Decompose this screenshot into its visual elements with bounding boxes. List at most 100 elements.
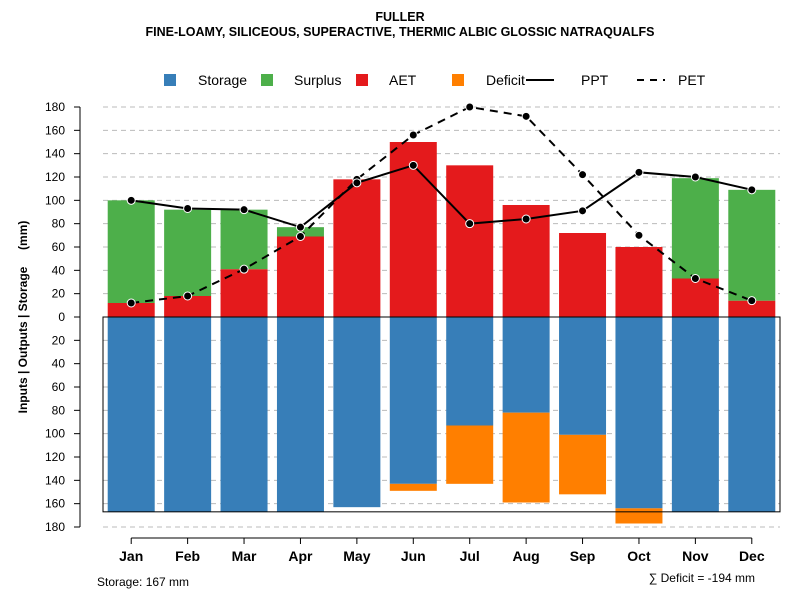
storage-bar-jun bbox=[389, 317, 437, 484]
surplus-bar-jan bbox=[107, 200, 155, 303]
pet-point-apr bbox=[295, 232, 305, 241]
legend-swatch-deficit bbox=[452, 74, 464, 86]
y-tick-label: 120 bbox=[45, 170, 65, 184]
storage-bar-oct bbox=[615, 317, 663, 509]
aet-bar-jul bbox=[446, 165, 494, 317]
storage-bar-dec bbox=[728, 317, 776, 512]
x-tick-label-dec: Dec bbox=[739, 548, 765, 564]
y-tick-label: 160 bbox=[45, 123, 65, 137]
aet-bar-nov bbox=[671, 278, 719, 317]
storage-bar-may bbox=[333, 317, 381, 508]
legend-label-aet: AET bbox=[389, 72, 417, 88]
y-tick-label: 40 bbox=[52, 263, 66, 277]
ppt-point-may bbox=[352, 178, 362, 188]
storage-bar-apr bbox=[276, 317, 324, 512]
ppt-point-jan bbox=[126, 195, 136, 205]
ppt-point-oct bbox=[634, 167, 644, 177]
storage-bar-jan bbox=[107, 317, 155, 512]
storage-bar-aug bbox=[502, 317, 550, 413]
legend-swatch-storage bbox=[164, 74, 176, 86]
pet-point-jun bbox=[408, 130, 418, 140]
y-tick-label: 80 bbox=[52, 403, 66, 417]
y-tick-label: 40 bbox=[52, 357, 66, 371]
ppt-point-jun bbox=[408, 160, 418, 170]
gridlines bbox=[103, 106, 780, 528]
storage-bar-mar bbox=[220, 317, 268, 512]
ppt-point-nov bbox=[690, 172, 700, 182]
y-tick-label: 20 bbox=[52, 287, 66, 301]
y-tick-label: 120 bbox=[45, 450, 65, 464]
deficit-bar-jul bbox=[446, 425, 494, 484]
legend-label-storage: Storage bbox=[198, 72, 247, 88]
y-tick-label: 60 bbox=[52, 240, 66, 254]
legend-label-ppt: PPT bbox=[581, 72, 609, 88]
pet-point-jul bbox=[465, 102, 475, 112]
aet-bar-aug bbox=[502, 205, 550, 317]
ppt-point-apr bbox=[295, 222, 305, 232]
y-tick-label: 160 bbox=[45, 497, 65, 511]
aet-bar-dec bbox=[728, 300, 776, 317]
x-tick-label-mar: Mar bbox=[232, 548, 257, 564]
surplus-bar-mar bbox=[220, 209, 268, 270]
ppt-point-dec bbox=[747, 185, 757, 195]
pet-point-dec bbox=[747, 296, 757, 306]
x-tick-label-jul: Jul bbox=[460, 548, 480, 564]
chart-subtitle: FINE-LOAMY, SILICEOUS, SUPERACTIVE, THER… bbox=[145, 25, 654, 39]
bars bbox=[102, 142, 781, 524]
pet-point-aug bbox=[521, 111, 531, 121]
aet-bar-oct bbox=[615, 247, 663, 317]
x-tick-label-apr: Apr bbox=[288, 548, 313, 564]
surplus-bar-feb bbox=[164, 209, 212, 296]
deficit-bar-aug bbox=[502, 412, 550, 503]
storage-bar-sep bbox=[559, 317, 607, 435]
y-tick-label: 60 bbox=[52, 380, 66, 394]
y-tick-label: 100 bbox=[45, 193, 65, 207]
surplus-bar-apr bbox=[276, 227, 324, 237]
storage-bar-feb bbox=[164, 317, 212, 512]
x-tick-label-nov: Nov bbox=[682, 548, 709, 564]
aet-bar-sep bbox=[559, 233, 607, 317]
x-tick-label-sep: Sep bbox=[570, 548, 596, 564]
chart-title: FULLER bbox=[375, 10, 424, 24]
y-tick-label: 0 bbox=[58, 310, 65, 324]
surplus-bar-nov bbox=[671, 178, 719, 279]
series-lines bbox=[126, 102, 757, 308]
y-tick-label: 140 bbox=[45, 473, 65, 487]
storage-bar-jul bbox=[446, 317, 494, 426]
aet-bar-may bbox=[333, 179, 381, 317]
legend-label-surplus: Surplus bbox=[294, 72, 341, 88]
legend-swatch-surplus bbox=[261, 74, 273, 86]
ppt-point-aug bbox=[521, 214, 531, 224]
x-tick-label-may: May bbox=[343, 548, 370, 564]
storage-bar-nov bbox=[671, 317, 719, 512]
ppt-point-mar bbox=[239, 205, 249, 215]
x-tick-label-feb: Feb bbox=[175, 548, 200, 564]
deficit-bar-oct bbox=[615, 508, 663, 524]
deficit-footnote: ∑ Deficit = -194 mm bbox=[649, 571, 755, 585]
surplus-bar-dec bbox=[728, 189, 776, 301]
ppt-point-sep bbox=[578, 206, 588, 216]
y-tick-label: 180 bbox=[45, 520, 65, 534]
y-tick-label: 20 bbox=[52, 333, 66, 347]
deficit-bar-jun bbox=[389, 483, 437, 491]
chart-legend: Storage Surplus AET Deficit PPT PET bbox=[164, 72, 706, 88]
x-tick-label-aug: Aug bbox=[513, 548, 540, 564]
ppt-point-jul bbox=[465, 219, 475, 229]
x-tick-label-oct: Oct bbox=[627, 548, 651, 564]
pet-point-mar bbox=[239, 264, 249, 274]
pet-line bbox=[131, 105, 753, 304]
aet-bar-jan bbox=[107, 303, 155, 317]
x-tick-label-jan: Jan bbox=[119, 548, 143, 564]
legend-label-deficit: Deficit bbox=[486, 72, 525, 88]
pet-point-nov bbox=[690, 274, 700, 283]
pet-point-oct bbox=[634, 230, 644, 240]
ppt-point-feb bbox=[183, 204, 193, 213]
legend-swatch-aet bbox=[356, 74, 368, 86]
x-tick-label-jun: Jun bbox=[401, 548, 426, 564]
aet-bar-apr bbox=[276, 236, 324, 317]
pet-point-jan bbox=[126, 298, 136, 308]
pet-point-feb bbox=[183, 291, 193, 301]
deficit-bar-sep bbox=[559, 434, 607, 495]
y-tick-label: 180 bbox=[45, 100, 65, 114]
